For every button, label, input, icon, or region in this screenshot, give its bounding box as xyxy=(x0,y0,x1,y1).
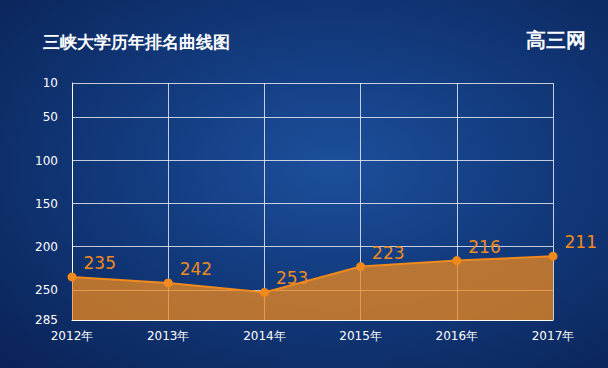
svg-text:242: 242 xyxy=(180,259,212,279)
svg-text:10: 10 xyxy=(43,76,58,90)
svg-text:2012年: 2012年 xyxy=(51,329,94,343)
svg-text:216: 216 xyxy=(468,237,500,257)
svg-text:2017年: 2017年 xyxy=(532,329,575,343)
svg-text:223: 223 xyxy=(372,243,404,263)
svg-text:2015年: 2015年 xyxy=(339,329,382,343)
svg-text:235: 235 xyxy=(84,253,116,273)
svg-text:250: 250 xyxy=(35,283,58,297)
svg-text:2013年: 2013年 xyxy=(147,329,190,343)
svg-text:50: 50 xyxy=(43,110,58,124)
svg-text:253: 253 xyxy=(276,268,308,288)
svg-text:2016年: 2016年 xyxy=(436,329,479,343)
svg-text:285: 285 xyxy=(35,313,58,327)
svg-text:200: 200 xyxy=(35,240,58,254)
svg-text:100: 100 xyxy=(35,154,58,168)
svg-text:2014年: 2014年 xyxy=(243,329,286,343)
svg-text:150: 150 xyxy=(35,197,58,211)
svg-text:三峡大学历年排名曲线图: 三峡大学历年排名曲线图 xyxy=(43,32,230,52)
svg-text:高三网: 高三网 xyxy=(526,28,586,52)
svg-text:211: 211 xyxy=(565,232,597,252)
